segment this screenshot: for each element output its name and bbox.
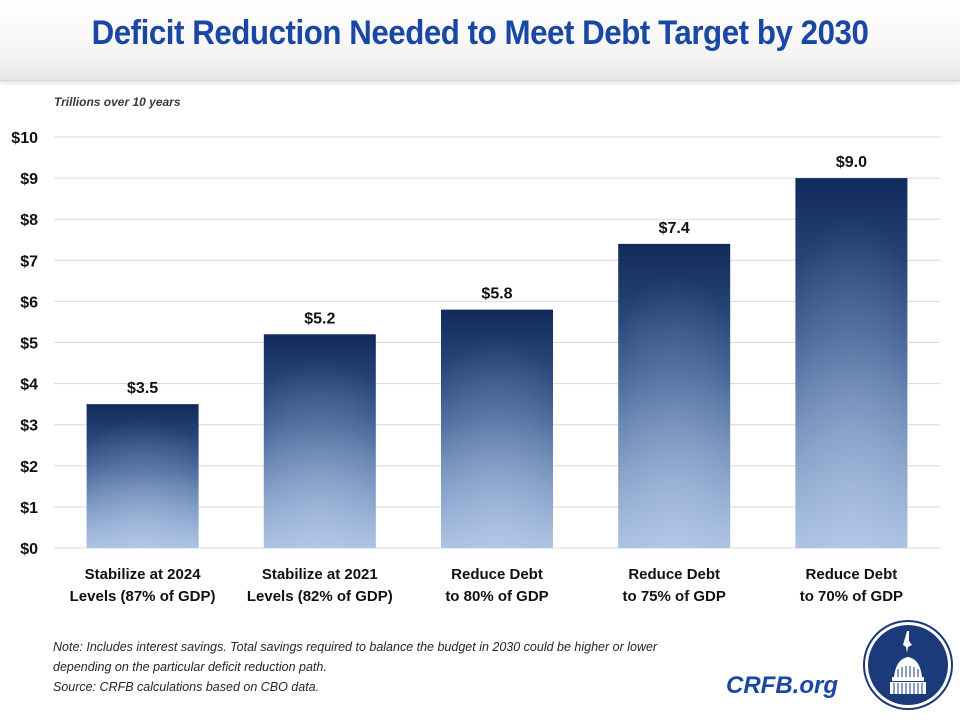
bar-chart: $0 $1 $2 $3 $4 $5 $6 $7 $8 $9 $10 $3.5 $5.2 $5.8 $7.4… xyxy=(11,130,940,605)
y-tick-label: $6 xyxy=(20,294,38,311)
header-band: Deficit Reduction Needed to Meet Debt Ta… xyxy=(0,0,960,81)
y-tick-label: $7 xyxy=(20,253,38,270)
brand-link[interactable]: CRFB.org xyxy=(726,672,838,699)
data-labels: $3.5 $5.2 $5.8 $7.4 $9.0 xyxy=(127,154,867,397)
y-tick-label: $1 xyxy=(20,500,38,517)
note-line-1: Note: Includes interest savings. Total s… xyxy=(53,640,658,654)
y-tick-label: $8 xyxy=(20,212,38,229)
y-tick-label: $3 xyxy=(20,418,38,435)
y-tick-label: $2 xyxy=(20,459,38,476)
category-label: Stabilize at 2024 xyxy=(85,566,202,583)
bar-highlight xyxy=(441,309,553,548)
y-axis-ticks: $0 $1 $2 $3 $4 $5 $6 $7 $8 $9 $10 xyxy=(11,130,38,558)
category-label: to 80% of GDP xyxy=(445,588,548,605)
y-tick-label: $5 xyxy=(20,336,38,353)
source-line: Source: CRFB calculations based on CBO d… xyxy=(53,680,320,694)
y-axis-unit-label: Trillions over 10 years xyxy=(54,95,181,109)
category-label: Levels (82% of GDP) xyxy=(247,588,393,605)
category-label: to 70% of GDP xyxy=(800,588,903,605)
category-label: Reduce Debt xyxy=(806,566,898,583)
category-label: Reduce Debt xyxy=(628,566,720,583)
category-label: Levels (87% of GDP) xyxy=(70,588,216,605)
data-label: $5.2 xyxy=(304,310,335,327)
y-tick-label: $10 xyxy=(11,130,38,147)
bar-highlight xyxy=(618,243,731,549)
category-label: Stabilize at 2021 xyxy=(262,566,378,583)
footnote: Note: Includes interest savings. Total s… xyxy=(53,637,657,697)
data-label: $3.5 xyxy=(127,380,158,397)
category-labels: Stabilize at 2024 Levels (87% of GDP) Stab… xyxy=(70,566,903,605)
category-label: to 75% of GDP xyxy=(623,588,726,605)
bar-highlight xyxy=(795,178,908,548)
y-tick-label: $4 xyxy=(20,377,38,394)
category-label: Reduce Debt xyxy=(451,566,543,583)
bars xyxy=(86,178,908,549)
bar-highlight xyxy=(263,334,376,548)
bar-highlight xyxy=(86,404,199,548)
note-line-2: depending on the particular deficit redu… xyxy=(53,660,327,674)
capitol-dome-icon xyxy=(863,620,953,710)
page-title: Deficit Reduction Needed to Meet Debt Ta… xyxy=(91,14,869,52)
data-label: $7.4 xyxy=(659,220,690,237)
y-tick-label: $9 xyxy=(20,171,38,188)
data-label: $9.0 xyxy=(836,154,867,171)
data-label: $5.8 xyxy=(481,286,512,303)
y-tick-label: $0 xyxy=(20,541,38,558)
